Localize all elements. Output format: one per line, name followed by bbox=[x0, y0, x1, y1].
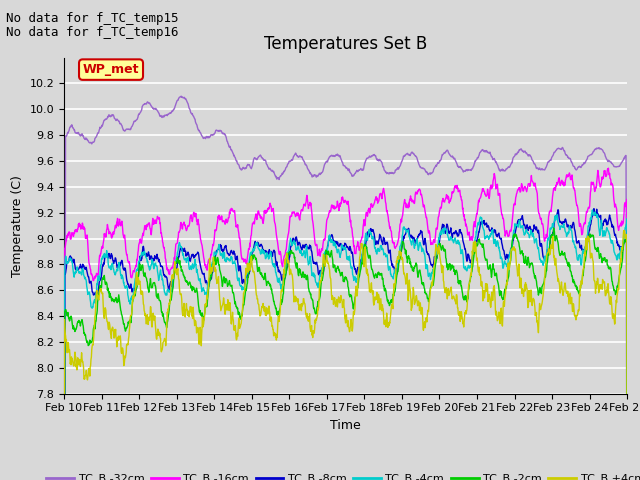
Legend: TC_B -32cm, TC_B -16cm, TC_B -8cm, TC_B -4cm, TC_B -2cm, TC_B +4cm: TC_B -32cm, TC_B -16cm, TC_B -8cm, TC_B … bbox=[42, 469, 640, 480]
Text: No data for f_TC_temp15: No data for f_TC_temp15 bbox=[6, 12, 179, 25]
Title: Temperatures Set B: Temperatures Set B bbox=[264, 35, 428, 53]
X-axis label: Time: Time bbox=[330, 419, 361, 432]
Text: WP_met: WP_met bbox=[83, 63, 140, 76]
Text: No data for f_TC_temp16: No data for f_TC_temp16 bbox=[6, 26, 179, 39]
Y-axis label: Temperature (C): Temperature (C) bbox=[11, 175, 24, 276]
